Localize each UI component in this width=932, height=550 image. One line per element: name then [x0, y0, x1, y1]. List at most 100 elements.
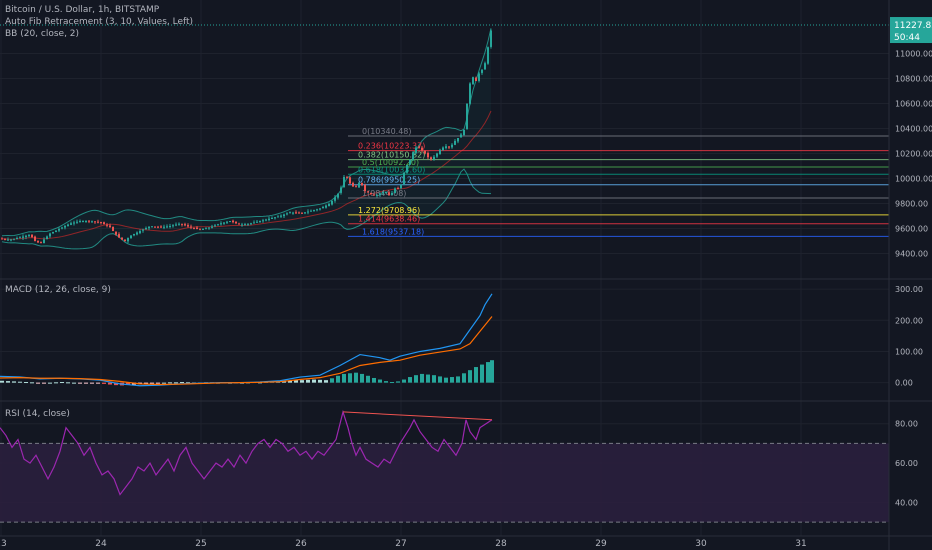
candle-body — [436, 153, 438, 157]
candle-body — [166, 226, 168, 228]
candle-body — [127, 238, 129, 242]
candle-body — [358, 182, 360, 188]
candle-body — [70, 223, 72, 225]
last-price-value: 11227.83 — [894, 21, 932, 31]
macd-histogram-bar — [450, 377, 454, 383]
candle-body — [346, 177, 348, 179]
candle-body — [319, 208, 321, 210]
candle-body — [67, 224, 69, 227]
candle-body — [406, 165, 408, 173]
candle-body — [298, 212, 300, 214]
candle-body — [349, 177, 351, 184]
price-legend[interactable]: Bitcoin / U.S. Dollar, 1h, BITSTAMP Auto… — [5, 4, 193, 40]
candle-body — [265, 219, 267, 221]
macd-histogram-bar — [318, 379, 322, 383]
symbol-title[interactable]: Bitcoin / U.S. Dollar, 1h, BITSTAMP — [5, 5, 160, 15]
macd-histogram-bar — [336, 375, 340, 383]
candle-body — [22, 236, 24, 238]
macd-legend[interactable]: MACD (12, 26, close, 9) — [5, 284, 111, 296]
rsi-tick-label: 80.00 — [895, 420, 918, 429]
macd-histogram-bar — [102, 382, 106, 384]
candle-body — [421, 147, 423, 151]
candle-body — [415, 147, 417, 153]
candle-body — [97, 221, 99, 223]
fib-level-label: 1.414(9638.46) — [358, 215, 420, 224]
macd-tick-label: 0.00 — [895, 379, 913, 388]
rsi-tick-label: 40.00 — [895, 498, 918, 507]
rsi-line — [0, 409, 493, 496]
candle-body — [193, 228, 195, 230]
macd-histogram-bar — [378, 379, 382, 383]
macd-histogram-bar — [24, 382, 28, 384]
macd-histogram-bar — [72, 382, 76, 384]
candle-body — [289, 212, 291, 214]
macd-histogram-bar — [360, 373, 364, 383]
macd-histogram-bar — [348, 373, 352, 383]
macd-histogram-bar — [60, 382, 64, 384]
candle-body — [388, 192, 390, 195]
candle-body — [301, 212, 303, 214]
candle-body — [244, 224, 246, 226]
candle-body — [103, 222, 105, 225]
candle-body — [379, 193, 381, 196]
macd-histogram-bar — [12, 381, 16, 383]
candle-body — [76, 221, 78, 223]
price-tick-label: 10600.00 — [895, 100, 932, 109]
candle-body — [40, 242, 42, 244]
candle-body — [109, 225, 111, 228]
candle-body — [133, 234, 135, 236]
bb-indicator-label[interactable]: BB (20, close, 2) — [5, 29, 80, 39]
candle-body — [277, 216, 279, 218]
macd-histogram-bar — [36, 382, 40, 384]
candle-body — [274, 217, 276, 219]
candle-body — [325, 205, 327, 208]
macd-histogram-bar — [6, 381, 10, 383]
candle-body — [235, 221, 237, 224]
macd-tick-label: 300.00 — [895, 285, 923, 294]
price-tick-label: 10200.00 — [895, 150, 932, 159]
candle-body — [373, 194, 375, 196]
price-pane[interactable]: 0(10340.48) 0.236(10223.37)0.382(10150.82… — [0, 24, 889, 250]
time-tick-label: 26 — [295, 539, 307, 549]
candle-body — [313, 210, 315, 211]
rsi-indicator-label[interactable]: RSI (14, close) — [5, 409, 70, 419]
candle-body — [1, 238, 3, 240]
candle-body — [490, 30, 492, 47]
candle-body — [286, 213, 288, 215]
candle-body — [43, 239, 45, 244]
candle-body — [292, 212, 294, 214]
rsi-legend[interactable]: RSI (14, close) — [5, 408, 70, 420]
candle-body — [238, 223, 240, 225]
time-tick-label: 24 — [95, 539, 107, 549]
candle-body — [394, 188, 396, 194]
candle-body — [424, 150, 426, 154]
fib-indicator-label[interactable]: Auto Fib Retracement (3, 10, Values, Lef… — [5, 17, 194, 27]
candle-body — [169, 226, 171, 227]
candle-body — [391, 193, 393, 196]
macd-histogram-bar — [474, 367, 478, 383]
macd-histogram-bar — [180, 382, 184, 384]
candle-body — [118, 234, 120, 238]
rsi-pane[interactable] — [0, 409, 889, 523]
candle-body — [445, 146, 447, 149]
macd-histogram-bar — [84, 382, 88, 384]
candle-body — [295, 212, 297, 214]
macd-histogram-bar — [288, 380, 292, 383]
macd-histogram-bar — [372, 377, 376, 383]
macd-pane[interactable] — [0, 293, 494, 387]
macd-histogram-bar — [444, 377, 448, 383]
candle-body — [121, 237, 123, 240]
candle-body — [52, 232, 54, 234]
candle-body — [79, 221, 81, 222]
macd-indicator-label[interactable]: MACD (12, 26, close, 9) — [5, 285, 111, 295]
fib-level-label: 0.236(10223.37) — [358, 142, 425, 151]
candle-body — [469, 83, 471, 104]
candle-body — [448, 146, 450, 148]
candle-body — [250, 223, 252, 225]
candle-body — [124, 239, 126, 241]
candle-body — [382, 192, 384, 194]
fib-level-label: 0.618(10033.60) — [358, 165, 425, 174]
macd-histogram-bar — [438, 376, 442, 383]
candle-body — [130, 235, 132, 239]
